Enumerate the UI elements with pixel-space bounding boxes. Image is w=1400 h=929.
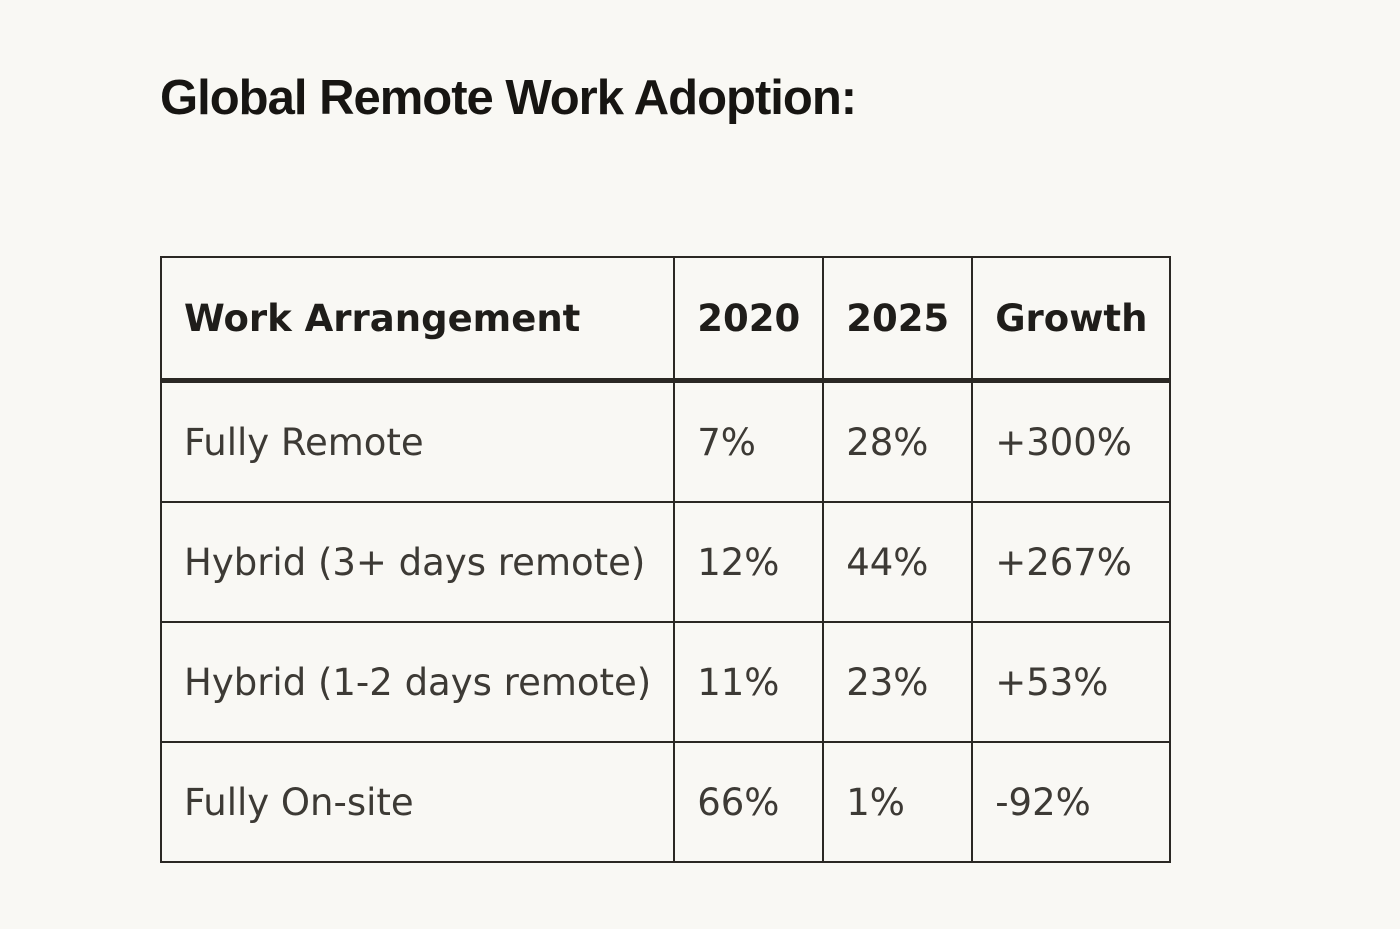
page-title: Global Remote Work Adoption:	[160, 71, 857, 125]
cell-2020: 12%	[673, 501, 825, 623]
cell-2020: 11%	[673, 621, 825, 743]
cell-2020: 7%	[673, 379, 825, 503]
cell-2025: 23%	[822, 621, 974, 743]
cell-growth: -92%	[971, 741, 1172, 863]
header-2020: 2020	[673, 256, 825, 383]
header-2025: 2025	[822, 256, 974, 383]
remote-work-table: Work Arrangement 2020 2025 Growth Fully …	[159, 256, 1172, 863]
cell-growth: +53%	[971, 621, 1172, 743]
cell-arrangement: Hybrid (1-2 days remote)	[159, 621, 676, 743]
table-row: Hybrid (1-2 days remote) 11% 23% +53%	[159, 621, 1172, 743]
table-row: Fully On-site 66% 1% -92%	[159, 741, 1172, 863]
cell-2025: 28%	[822, 379, 974, 503]
table-header-row: Work Arrangement 2020 2025 Growth	[159, 256, 1172, 383]
table-row: Fully Remote 7% 28% +300%	[159, 379, 1172, 503]
cell-growth: +267%	[971, 501, 1172, 623]
cell-2020: 66%	[673, 741, 825, 863]
table-header: Work Arrangement 2020 2025 Growth	[159, 256, 1172, 383]
cell-2025: 1%	[822, 741, 974, 863]
cell-arrangement: Hybrid (3+ days remote)	[159, 501, 676, 623]
header-work-arrangement: Work Arrangement	[159, 256, 676, 383]
table-row: Hybrid (3+ days remote) 12% 44% +267%	[159, 501, 1172, 623]
table-body: Fully Remote 7% 28% +300% Hybrid (3+ day…	[159, 379, 1172, 863]
cell-arrangement: Fully Remote	[159, 379, 676, 503]
header-growth: Growth	[971, 256, 1172, 383]
cell-arrangement: Fully On-site	[159, 741, 676, 863]
cell-growth: +300%	[971, 379, 1172, 503]
cell-2025: 44%	[822, 501, 974, 623]
